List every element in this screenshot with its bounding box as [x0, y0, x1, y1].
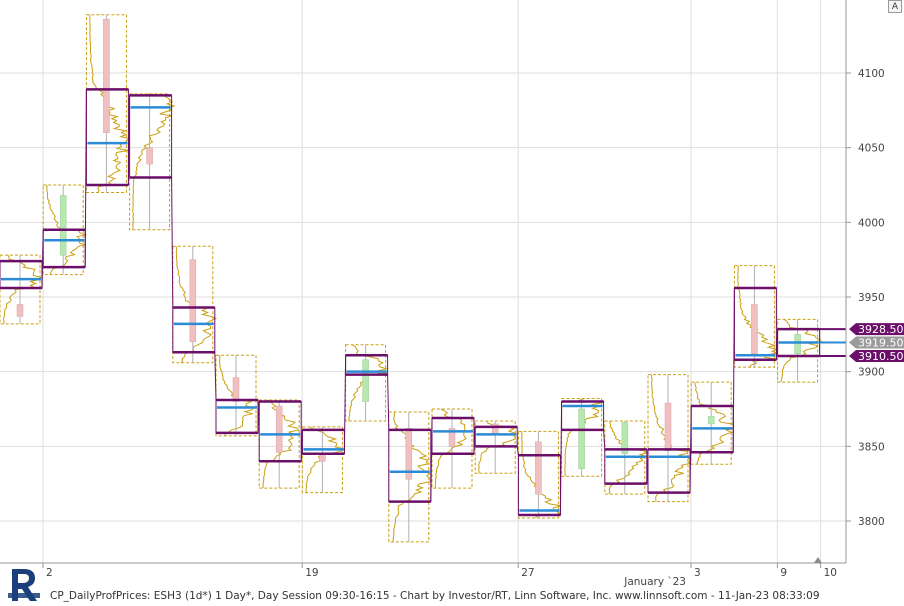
x-tick-label: 3: [694, 567, 701, 579]
candle-body: [707, 416, 715, 425]
price-label-val: 3910.50: [849, 349, 904, 363]
scroll-marker-icon[interactable]: [814, 557, 822, 563]
y-tick-label: 4000: [858, 217, 885, 229]
x-tick-label: 10: [824, 567, 837, 579]
y-tick-label: 3900: [858, 367, 885, 379]
volume-profile: [521, 431, 562, 519]
y-tick-label: 4100: [858, 68, 885, 80]
grid-lines: [0, 0, 846, 563]
candle-body: [275, 405, 283, 453]
value-area-connector: [387, 374, 390, 430]
candle-body: [621, 422, 629, 455]
candle-body: [664, 402, 672, 452]
x-axis: 2 19 27 3 9 10 January `23: [42, 563, 837, 588]
candle-body: [146, 147, 153, 165]
value-area-connector: [603, 429, 606, 450]
x-tick-label: 9: [780, 567, 787, 579]
price-label-text: 3928.50: [858, 323, 904, 336]
y-tick-label: 3850: [858, 441, 885, 453]
volume-profile: [3, 254, 43, 325]
candle-body: [362, 359, 369, 402]
volume-profile: [348, 344, 389, 421]
x-month-label: January `23: [623, 576, 686, 588]
autoscale-button[interactable]: A: [888, 0, 902, 13]
candle-body: [405, 428, 413, 480]
value-area-layer: [0, 88, 846, 517]
volume-profile: [392, 411, 432, 542]
linn-logo-icon: [8, 569, 40, 601]
candle-body: [751, 304, 758, 354]
y-tick-label: 3800: [858, 516, 885, 528]
volume-profile: [218, 355, 254, 437]
price-label-vah: 3928.50: [849, 323, 904, 336]
x-tick-label: 27: [521, 567, 534, 579]
candle-body: [232, 377, 240, 402]
candle-body: [189, 259, 197, 343]
volume-profile: [694, 382, 735, 465]
candle-body: [16, 304, 24, 317]
candle-body: [103, 18, 110, 133]
volume-profile: [132, 93, 176, 230]
price-label-text: 3910.50: [858, 350, 904, 363]
candle-body: [491, 423, 499, 435]
price-label-text: 3919.50: [858, 337, 904, 350]
value-area-connector: [516, 446, 519, 456]
candle-body: [535, 441, 542, 495]
y-tick-label: 3950: [858, 292, 885, 304]
candle-body: [59, 195, 67, 256]
x-tick-label: 19: [305, 567, 318, 579]
x-tick-label: 2: [46, 567, 53, 579]
footer-caption: CP_DailyProfPrices: ESH3 (1d*) 1 Day*, D…: [50, 590, 820, 602]
y-axis: 3800 3850 3900 3950 4000 4050 4100: [846, 68, 885, 528]
candle-body: [794, 334, 801, 354]
y-tick-label: 4050: [858, 143, 885, 155]
volume-profile: [737, 265, 779, 368]
volume-profile: [564, 398, 603, 477]
price-label-poc: 3919.50: [849, 336, 904, 350]
candle-body: [578, 408, 585, 469]
value-area-connector: [171, 177, 174, 308]
value-area-connector: [214, 352, 217, 401]
candle-body: [448, 428, 456, 447]
